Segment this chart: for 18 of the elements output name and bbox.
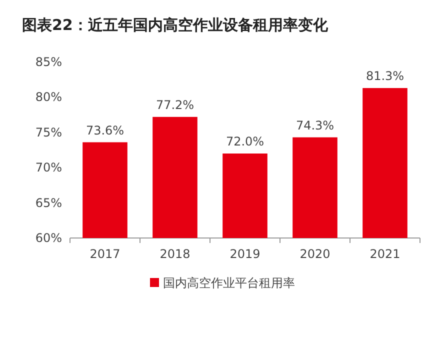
data-label: 77.2% (156, 98, 194, 112)
data-label: 72.0% (226, 134, 264, 149)
x-tick-label: 2018 (160, 247, 190, 261)
x-tick-label: 2019 (230, 247, 260, 261)
chart-title: 图表22：近五年国内高空作业设备租用率变化 (22, 16, 329, 34)
y-tick-label: 70% (35, 160, 62, 175)
x-tick-label: 2020 (300, 247, 330, 261)
x-tick-label: 2017 (90, 247, 120, 261)
legend-label: 国内高空作业平台租用率 (163, 276, 295, 290)
y-tick-label: 85% (35, 55, 62, 69)
y-tick-label: 75% (35, 125, 62, 140)
data-label: 81.3% (366, 69, 404, 84)
y-tick-label: 60% (35, 231, 62, 245)
data-label: 74.3% (296, 118, 334, 132)
y-tick-label: 65% (35, 196, 62, 210)
x-tick-label: 2021 (370, 247, 400, 261)
data-label: 73.6% (86, 123, 124, 138)
y-tick-label: 80% (35, 90, 62, 104)
